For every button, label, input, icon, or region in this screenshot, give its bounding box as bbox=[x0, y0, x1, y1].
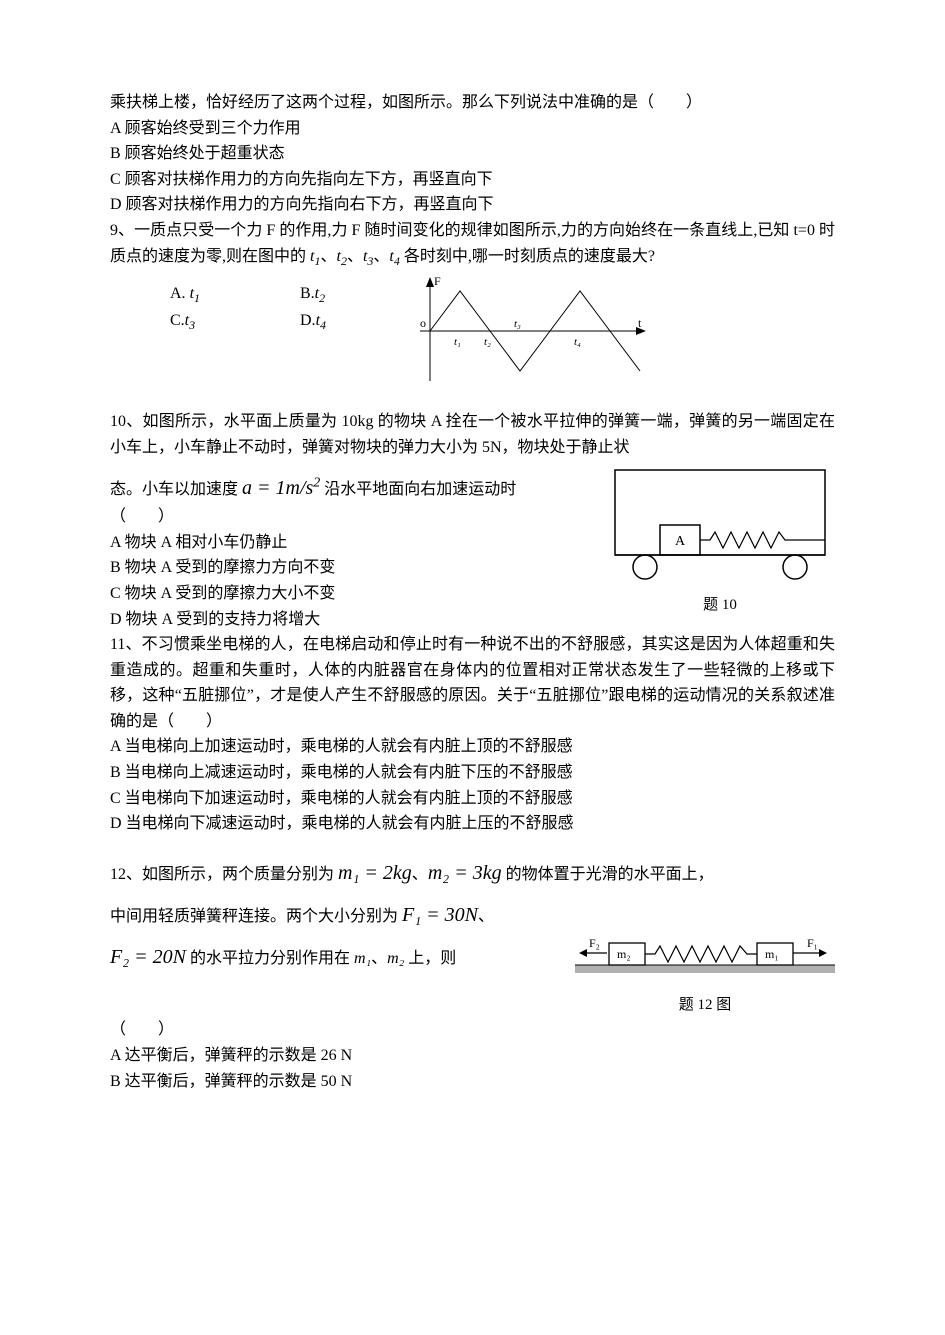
q9-option-b: B.t2 bbox=[300, 281, 360, 308]
q9-tick-t4: t₄ bbox=[574, 336, 581, 348]
q12-f2-label: F₂ bbox=[589, 936, 600, 950]
q10-caption: 题 10 bbox=[605, 593, 835, 617]
q9-tick-t2: t₂ bbox=[484, 336, 491, 348]
q11-option-c: C 当电梯向下加速运动时，乘电梯的人就会有内脏上顶的不舒服感 bbox=[110, 786, 835, 812]
q9-origin-label: o bbox=[420, 316, 426, 330]
q9-t2: t2 bbox=[336, 248, 346, 265]
q12-paren: （ ） bbox=[110, 1017, 835, 1043]
q12-m1-sym: m₁ bbox=[354, 950, 371, 967]
q12-option-a: A 达平衡后，弹簧秤的示数是 26 N bbox=[110, 1043, 835, 1069]
q11-option-d: D 当电梯向下减速运动时，乘电梯的人就会有内脏上压的不舒服感 bbox=[110, 811, 835, 837]
q9-option-c: C.t3 bbox=[170, 308, 230, 335]
q11-stem: 11、不习惯乘坐电梯的人，在电梯启动和停止时有一种说不出的不舒服感，其实这是因为… bbox=[110, 632, 835, 734]
q12-m1-label: m₁ bbox=[765, 947, 779, 961]
q12-figure: F₂ m₂ m₁ F₁ 题 12 图 bbox=[575, 931, 835, 1018]
q8-option-b: B 顾客始终处于超重状态 bbox=[110, 141, 835, 167]
q10-figure: A 题 10 bbox=[605, 460, 835, 617]
q11-option-b: B 当电梯向上减速运动时，乘电梯的人就会有内脏下压的不舒服感 bbox=[110, 760, 835, 786]
q12-f2-value: F₂ = 20N bbox=[110, 946, 186, 968]
q12-m2-label: m₂ bbox=[617, 947, 631, 961]
q11-option-a: A 当电梯向上加速运动时，乘电梯的人就会有内脏上顶的不舒服感 bbox=[110, 734, 835, 760]
q9-option-a: A. t1 bbox=[170, 281, 230, 308]
q9-stem-text-2: 各时刻中,哪一时刻质点的速度最大? bbox=[400, 248, 655, 265]
q9-stem: 9、一质点只受一个力 F 的作用,力 F 随时间变化的规律如图所示,力的方向始终… bbox=[110, 218, 835, 271]
q12-stem-line1: 12、如图所示，两个质量分别为 m₁ = 2kg、m₂ = 3kg 的物体置于光… bbox=[110, 857, 835, 889]
q8-option-a: A 顾客始终受到三个力作用 bbox=[110, 116, 835, 142]
q9-axis-y-label: F bbox=[434, 274, 441, 288]
q8-option-d: D 顾客对扶梯作用力的方向先指向右下方，再竖直向下 bbox=[110, 192, 835, 218]
q9-t3: t3 bbox=[363, 248, 373, 265]
q9-graph: F t o t₁ t₂ t₃ t₄ bbox=[390, 271, 650, 391]
q8-stem: 乘扶梯上楼，恰好经历了这两个过程，如图所示。那么下列说法中准确的是（ ） bbox=[110, 90, 835, 116]
q8-option-c: C 顾客对扶梯作用力的方向先指向左下方，再竖直向下 bbox=[110, 167, 835, 193]
q9-t4: t4 bbox=[389, 248, 399, 265]
q12-m2-sym: m₂ bbox=[387, 950, 404, 967]
q10-stem-1: 10、如图所示，水平面上质量为 10kg 的物块 A 拴在一个被水平拉伸的弹簧一… bbox=[110, 409, 835, 460]
q12-f1-label: F₁ bbox=[807, 936, 818, 950]
q12-m2-value: m₂ = 3kg bbox=[428, 862, 502, 884]
q9-tick-t3: t₃ bbox=[514, 318, 521, 330]
q12-stem-line2: 中间用轻质弹簧秤连接。两个大小分别为 F₁ = 30N、 bbox=[110, 899, 835, 931]
q9-tick-t1: t₁ bbox=[454, 336, 461, 348]
q9-options: A. t1 B.t2 C.t3 D.t4 bbox=[140, 281, 360, 336]
q12-option-b: B 达平衡后，弹簧秤的示数是 50 N bbox=[110, 1069, 835, 1095]
q12-caption: 题 12 图 bbox=[575, 993, 835, 1017]
q12-f1-value: F₁ = 30N bbox=[402, 904, 478, 926]
q9-t1: t1 bbox=[310, 248, 320, 265]
q12-m1-value: m₁ = 2kg bbox=[338, 862, 412, 884]
q9-axis-x-label: t bbox=[638, 316, 642, 330]
q10-block-label: A bbox=[675, 534, 686, 549]
q9-option-d: D.t4 bbox=[300, 308, 360, 335]
